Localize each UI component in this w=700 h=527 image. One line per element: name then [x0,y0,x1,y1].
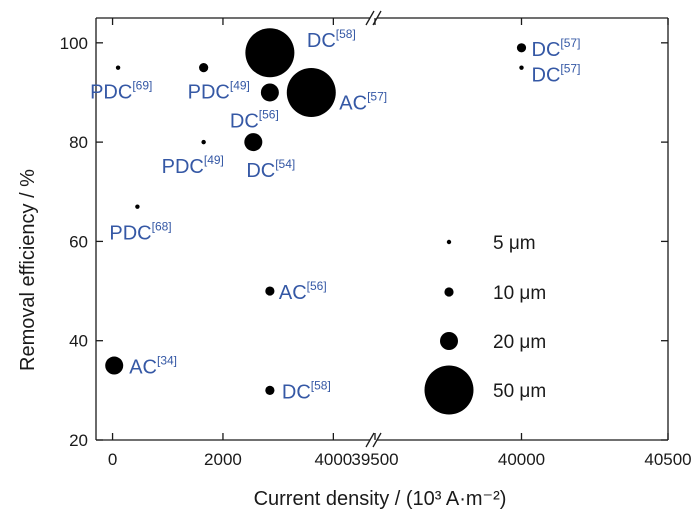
data-point-label: DC[58] [282,378,331,403]
legend-label: 5 μm [493,233,536,254]
data-point [516,43,527,53]
legend-marker [424,365,474,415]
data-point-label: PDC[49] [162,153,224,178]
reference-superscript: [57] [367,89,387,103]
data-point-label: PDC[69] [90,79,152,104]
data-point [286,67,336,117]
data-point [260,83,279,102]
data-point-label: PDC[68] [109,220,171,245]
legend-marker [446,239,452,245]
data-point-label: DC[56] [230,107,279,132]
data-point-label: PDC[49] [188,79,250,104]
x-axis-title: Current density / (10³ A·m⁻²) [254,488,507,510]
y-axis-title: Removal efficiency / % [17,169,39,371]
x-tick-label: 40000 [498,450,545,469]
x-tick-label: 4000 [314,450,352,469]
reference-superscript: [34] [157,354,177,368]
legend-label: 20 μm [493,332,546,353]
reference-superscript: [58] [336,27,356,41]
legend-marker [444,287,454,297]
legend-label: 50 μm [493,381,546,402]
reference-superscript: [68] [152,220,172,234]
x-axis: 0 2000 4000 39500 40000 40500 [108,18,692,469]
y-tick-label: 40 [69,332,88,351]
y-tick-label: 20 [69,431,88,450]
axis-break-mark [372,432,382,448]
data-point-label: AC[34] [129,354,177,379]
x-tick-label: 39500 [351,450,398,469]
data-point [244,133,263,152]
data-point-label: AC[57] [339,89,387,114]
axis-break-mark [365,432,375,448]
data-point [519,65,524,70]
axis-break-mark [372,10,382,26]
data-point [265,286,275,296]
data-point [245,28,295,78]
reference-superscript: [49] [230,79,250,93]
reference-superscript: [57] [560,62,580,76]
x-tick-label: 2000 [204,450,242,469]
data-point [135,204,140,209]
legend-label: 10 μm [493,283,546,304]
reference-superscript: [56] [259,107,279,121]
reference-superscript: [58] [311,378,331,392]
axes-frame [95,10,669,448]
legend-marker [440,332,458,350]
data-point [265,385,275,395]
data-point [199,63,209,73]
reference-superscript: [49] [204,153,224,167]
data-point-label: DC[58] [307,27,356,52]
data-point-label: DC[57] [532,36,581,61]
y-tick-label: 100 [60,34,88,53]
axis-break-mark [365,10,375,26]
y-tick-label: 80 [69,133,88,152]
reference-superscript: [54] [275,157,295,171]
reference-superscript: [56] [307,279,327,293]
reference-superscript: [69] [132,79,152,93]
data-point-label: AC[56] [279,279,327,304]
data-point [105,356,124,375]
data-point [201,139,206,145]
data-point-label: DC[54] [246,157,295,182]
y-axis: 20 40 60 80 100 [60,34,668,450]
y-tick-label: 60 [69,232,88,251]
reference-superscript: [57] [560,36,580,50]
data-point [115,65,121,70]
legend: 5 μm 10 μm 20 μm 50 μm [424,233,546,415]
x-tick-label: 0 [108,450,117,469]
data-point-label: DC[57] [532,62,581,87]
x-tick-label: 40500 [644,450,691,469]
